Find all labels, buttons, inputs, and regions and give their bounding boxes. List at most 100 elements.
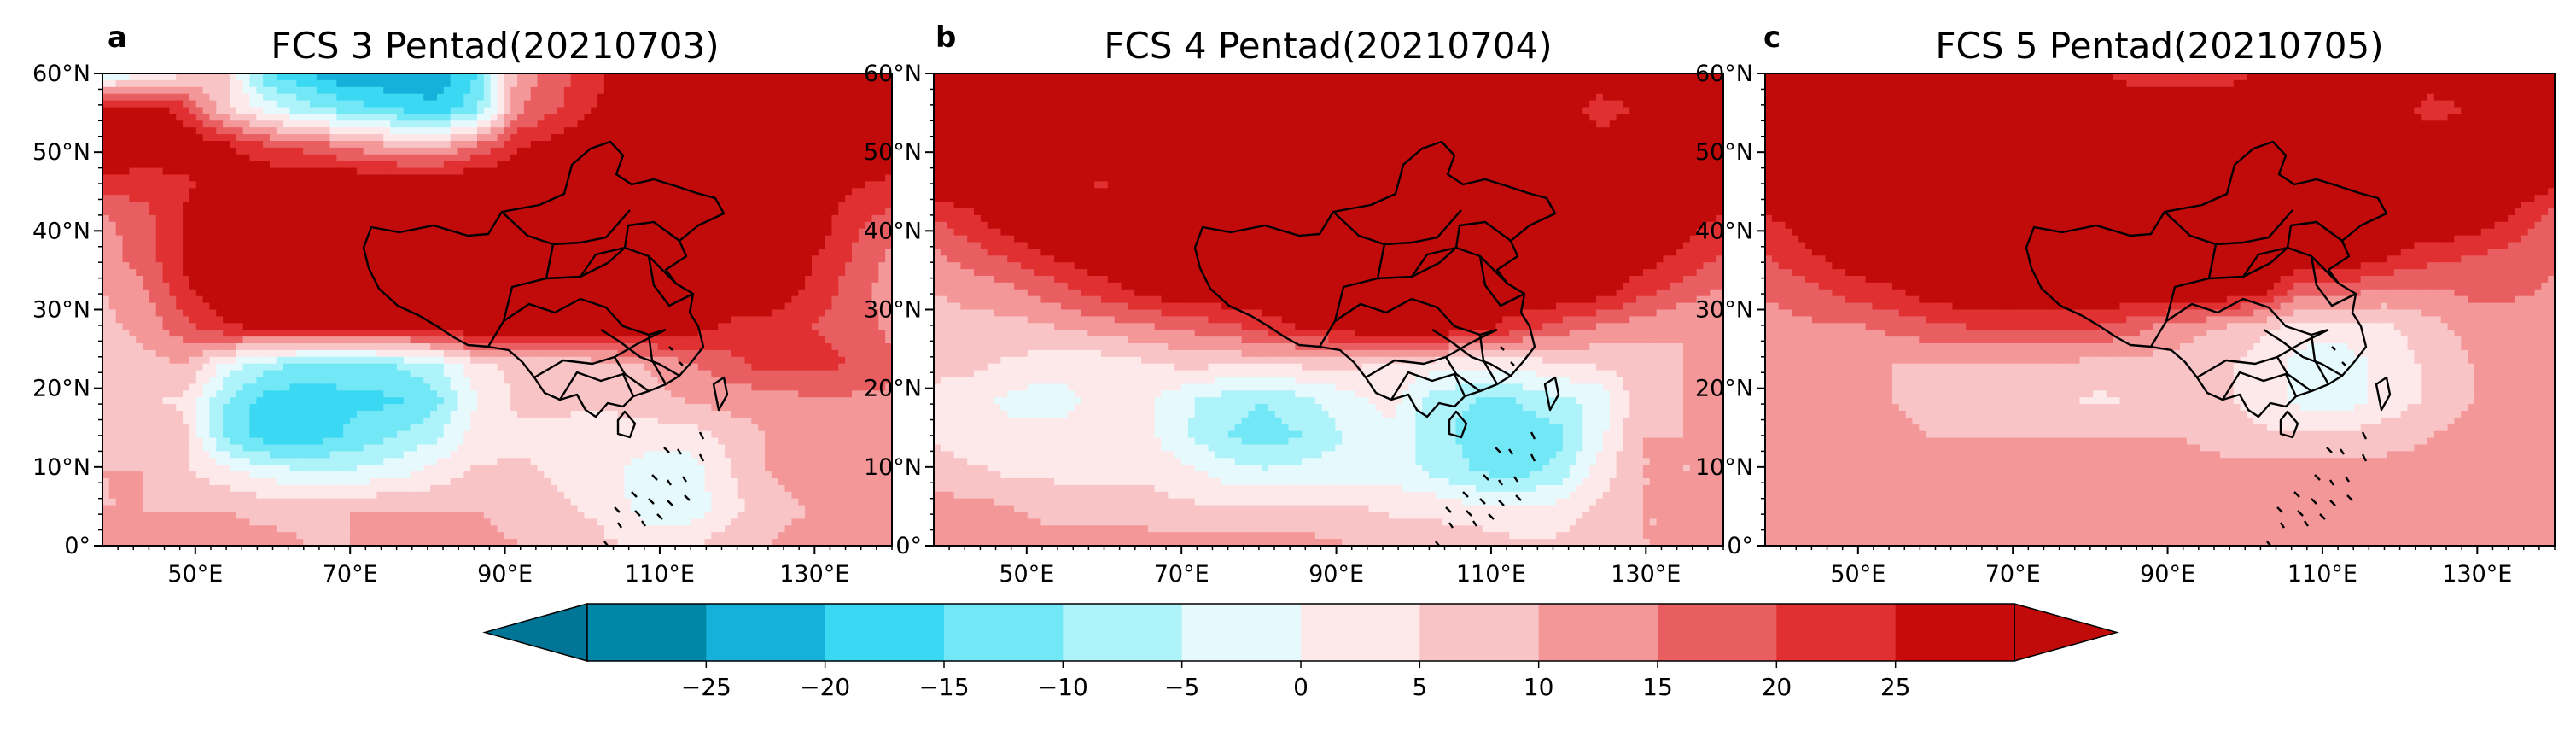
field-cell	[356, 174, 364, 183]
field-cell	[122, 349, 131, 358]
field-cell	[249, 316, 258, 325]
field-cell	[122, 86, 131, 95]
field-cell	[778, 349, 786, 358]
field-cell	[223, 295, 230, 304]
field-cell	[591, 202, 598, 209]
field-cell	[329, 349, 338, 358]
field-cell	[591, 249, 598, 257]
field-cell	[476, 316, 485, 325]
field-cell	[591, 242, 598, 250]
field-cell	[108, 295, 117, 304]
field-cell	[216, 93, 224, 102]
field-cell	[108, 282, 117, 290]
field-cell	[383, 161, 391, 169]
field-cell	[671, 120, 679, 129]
field-cell	[183, 249, 190, 257]
field-cell	[631, 323, 639, 331]
field-cell	[283, 330, 291, 337]
field-cell	[390, 161, 398, 169]
field-cell	[610, 349, 619, 358]
field-cell	[269, 114, 277, 122]
field-cell	[256, 282, 265, 290]
field-cell	[671, 336, 679, 344]
field-cell	[771, 336, 779, 344]
field-cell	[189, 255, 197, 264]
field-cell	[423, 302, 432, 311]
field-cell	[310, 295, 318, 304]
field-cell	[664, 282, 673, 290]
field-cell	[577, 141, 586, 149]
field-cell	[563, 147, 572, 155]
field-cell	[711, 167, 720, 176]
field-cell	[751, 255, 760, 264]
field-cell	[249, 100, 258, 108]
field-cell	[296, 107, 305, 115]
field-cell	[570, 100, 579, 108]
field-cell	[544, 86, 552, 95]
field-cell	[664, 323, 673, 331]
field-cell	[664, 242, 673, 250]
field-cell	[383, 208, 391, 216]
field-cell	[296, 181, 305, 190]
field-cell	[249, 214, 258, 223]
field-cell	[189, 208, 197, 216]
field-cell	[443, 269, 452, 277]
field-cell	[289, 289, 298, 297]
field-cell	[102, 289, 110, 297]
field-cell	[289, 93, 298, 102]
field-cell	[791, 114, 800, 122]
field-cell	[825, 188, 833, 196]
field-cell	[551, 86, 558, 95]
field-cell	[664, 154, 673, 162]
field-cell	[209, 214, 218, 223]
field-cell	[289, 276, 298, 284]
field-cell	[189, 330, 197, 337]
field-cell	[851, 188, 860, 196]
field-cell	[771, 262, 779, 270]
field-cell	[296, 255, 305, 264]
field-cell	[725, 120, 732, 129]
field-cell	[845, 147, 853, 155]
field-cell	[584, 349, 592, 358]
field-cell	[617, 309, 626, 318]
field-cell	[122, 242, 131, 250]
field-cell	[276, 309, 284, 318]
field-cell	[143, 309, 150, 318]
field-cell	[136, 86, 143, 95]
field-cell	[457, 309, 465, 318]
field-cell	[617, 127, 626, 135]
field-cell	[624, 107, 632, 115]
field-cell	[617, 343, 626, 351]
field-cell	[765, 214, 772, 223]
field-cell	[537, 214, 545, 223]
field-cell	[610, 167, 619, 176]
field-cell	[236, 269, 244, 277]
field-cell	[396, 262, 405, 270]
field-cell	[858, 114, 866, 122]
field-cell	[557, 93, 565, 102]
field-cell	[751, 269, 760, 277]
field-cell	[323, 114, 331, 122]
field-cell	[671, 147, 679, 155]
field-cell	[289, 221, 298, 230]
field-cell	[276, 79, 284, 88]
field-cell	[403, 188, 411, 196]
field-cell	[758, 228, 766, 237]
field-cell	[778, 107, 786, 115]
field-cell	[791, 127, 800, 135]
field-cell	[731, 242, 739, 250]
field-cell	[751, 114, 760, 122]
field-cell	[143, 181, 150, 190]
field-cell	[811, 79, 819, 88]
field-cell	[510, 295, 518, 304]
field-cell	[798, 282, 806, 290]
field-cell	[463, 349, 472, 358]
field-cell	[504, 221, 512, 230]
field-cell	[176, 147, 184, 155]
field-cell	[443, 79, 452, 88]
field-cell	[162, 221, 171, 230]
field-cell	[510, 255, 518, 264]
field-cell	[678, 323, 685, 331]
field-cell	[825, 302, 833, 311]
field-cell	[423, 174, 432, 183]
